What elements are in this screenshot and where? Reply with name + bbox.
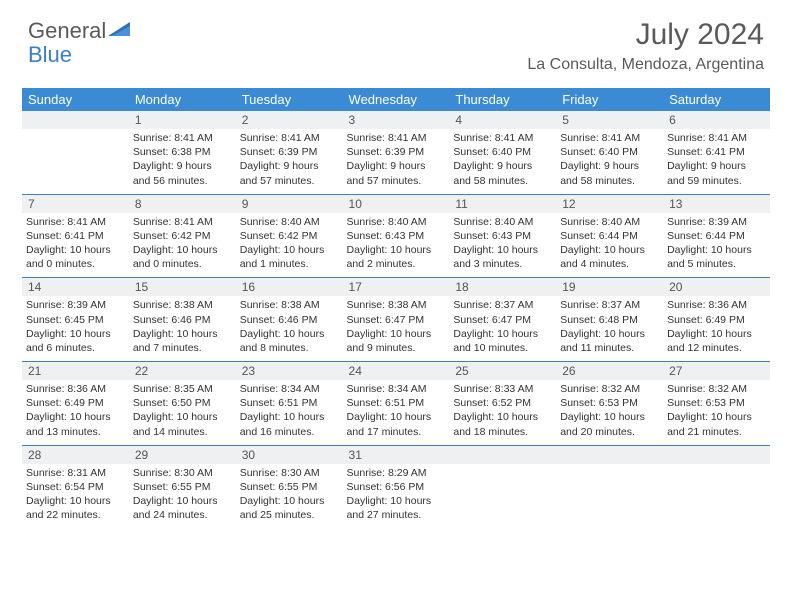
day-number-cell: 1 [129, 111, 236, 129]
day-data-cell [22, 129, 129, 194]
daynum-row: 78910111213 [22, 194, 770, 213]
day-data-cell [663, 464, 770, 529]
logo-word1: General [28, 18, 106, 44]
day-number-cell [449, 445, 556, 464]
day-header: Wednesday [343, 88, 450, 111]
day-number-cell: 29 [129, 445, 236, 464]
day-data-cell: Sunrise: 8:29 AMSunset: 6:56 PMDaylight:… [343, 464, 450, 529]
header: General July 2024 La Consulta, Mendoza, … [0, 0, 792, 80]
day-number-cell: 31 [343, 445, 450, 464]
day-data-cell: Sunrise: 8:33 AMSunset: 6:52 PMDaylight:… [449, 380, 556, 445]
day-number-cell [663, 445, 770, 464]
day-data-cell: Sunrise: 8:41 AMSunset: 6:42 PMDaylight:… [129, 213, 236, 278]
day-number-cell: 25 [449, 362, 556, 381]
day-number-cell: 24 [343, 362, 450, 381]
day-number-cell: 18 [449, 278, 556, 297]
day-data-cell: Sunrise: 8:31 AMSunset: 6:54 PMDaylight:… [22, 464, 129, 529]
day-data-cell: Sunrise: 8:41 AMSunset: 6:40 PMDaylight:… [556, 129, 663, 194]
day-number-cell: 7 [22, 194, 129, 213]
day-data-cell: Sunrise: 8:41 AMSunset: 6:38 PMDaylight:… [129, 129, 236, 194]
day-data-cell: Sunrise: 8:36 AMSunset: 6:49 PMDaylight:… [22, 380, 129, 445]
day-data-cell: Sunrise: 8:30 AMSunset: 6:55 PMDaylight:… [129, 464, 236, 529]
month-title: July 2024 [527, 18, 764, 52]
day-data-cell: Sunrise: 8:41 AMSunset: 6:40 PMDaylight:… [449, 129, 556, 194]
day-number-cell: 20 [663, 278, 770, 297]
day-data-cell: Sunrise: 8:40 AMSunset: 6:42 PMDaylight:… [236, 213, 343, 278]
day-data-cell: Sunrise: 8:38 AMSunset: 6:46 PMDaylight:… [129, 296, 236, 361]
data-row: Sunrise: 8:39 AMSunset: 6:45 PMDaylight:… [22, 296, 770, 361]
data-row: Sunrise: 8:41 AMSunset: 6:41 PMDaylight:… [22, 213, 770, 278]
day-data-cell: Sunrise: 8:41 AMSunset: 6:39 PMDaylight:… [236, 129, 343, 194]
calendar-header-row: SundayMondayTuesdayWednesdayThursdayFrid… [22, 88, 770, 111]
day-number-cell: 12 [556, 194, 663, 213]
logo-line2: Blue [28, 42, 72, 68]
day-number-cell: 19 [556, 278, 663, 297]
day-header: Friday [556, 88, 663, 111]
day-number-cell: 13 [663, 194, 770, 213]
day-data-cell: Sunrise: 8:36 AMSunset: 6:49 PMDaylight:… [663, 296, 770, 361]
logo-word2: Blue [28, 42, 72, 67]
day-data-cell: Sunrise: 8:39 AMSunset: 6:45 PMDaylight:… [22, 296, 129, 361]
day-data-cell: Sunrise: 8:37 AMSunset: 6:47 PMDaylight:… [449, 296, 556, 361]
day-data-cell: Sunrise: 8:37 AMSunset: 6:48 PMDaylight:… [556, 296, 663, 361]
day-number-cell: 8 [129, 194, 236, 213]
day-number-cell: 17 [343, 278, 450, 297]
calendar-body: 123456 Sunrise: 8:41 AMSunset: 6:38 PMDa… [22, 111, 770, 528]
day-data-cell: Sunrise: 8:41 AMSunset: 6:39 PMDaylight:… [343, 129, 450, 194]
day-number-cell: 4 [449, 111, 556, 129]
data-row: Sunrise: 8:36 AMSunset: 6:49 PMDaylight:… [22, 380, 770, 445]
daynum-row: 123456 [22, 111, 770, 129]
day-data-cell: Sunrise: 8:41 AMSunset: 6:41 PMDaylight:… [22, 213, 129, 278]
day-data-cell [556, 464, 663, 529]
day-data-cell: Sunrise: 8:40 AMSunset: 6:43 PMDaylight:… [343, 213, 450, 278]
day-number-cell: 2 [236, 111, 343, 129]
day-number-cell: 28 [22, 445, 129, 464]
day-data-cell: Sunrise: 8:38 AMSunset: 6:46 PMDaylight:… [236, 296, 343, 361]
day-number-cell: 9 [236, 194, 343, 213]
day-data-cell: Sunrise: 8:38 AMSunset: 6:47 PMDaylight:… [343, 296, 450, 361]
day-number-cell: 11 [449, 194, 556, 213]
day-number-cell: 22 [129, 362, 236, 381]
day-number-cell: 27 [663, 362, 770, 381]
day-data-cell: Sunrise: 8:34 AMSunset: 6:51 PMDaylight:… [343, 380, 450, 445]
data-row: Sunrise: 8:41 AMSunset: 6:38 PMDaylight:… [22, 129, 770, 194]
day-number-cell: 26 [556, 362, 663, 381]
day-data-cell: Sunrise: 8:40 AMSunset: 6:43 PMDaylight:… [449, 213, 556, 278]
daynum-row: 14151617181920 [22, 278, 770, 297]
logo-triangle-icon [108, 20, 134, 43]
day-number-cell: 3 [343, 111, 450, 129]
day-number-cell: 16 [236, 278, 343, 297]
day-number-cell: 15 [129, 278, 236, 297]
day-data-cell: Sunrise: 8:41 AMSunset: 6:41 PMDaylight:… [663, 129, 770, 194]
daynum-row: 21222324252627 [22, 362, 770, 381]
day-data-cell [449, 464, 556, 529]
day-data-cell: Sunrise: 8:32 AMSunset: 6:53 PMDaylight:… [663, 380, 770, 445]
day-data-cell: Sunrise: 8:32 AMSunset: 6:53 PMDaylight:… [556, 380, 663, 445]
day-data-cell: Sunrise: 8:35 AMSunset: 6:50 PMDaylight:… [129, 380, 236, 445]
day-header: Tuesday [236, 88, 343, 111]
day-header: Saturday [663, 88, 770, 111]
day-number-cell [556, 445, 663, 464]
day-number-cell: 14 [22, 278, 129, 297]
day-data-cell: Sunrise: 8:39 AMSunset: 6:44 PMDaylight:… [663, 213, 770, 278]
day-header: Monday [129, 88, 236, 111]
calendar-table: SundayMondayTuesdayWednesdayThursdayFrid… [22, 88, 770, 528]
day-data-cell: Sunrise: 8:30 AMSunset: 6:55 PMDaylight:… [236, 464, 343, 529]
daynum-row: 28293031 [22, 445, 770, 464]
day-header: Thursday [449, 88, 556, 111]
title-block: July 2024 La Consulta, Mendoza, Argentin… [527, 18, 764, 74]
day-number-cell: 23 [236, 362, 343, 381]
day-number-cell: 21 [22, 362, 129, 381]
day-number-cell: 10 [343, 194, 450, 213]
logo: General [28, 18, 136, 44]
location: La Consulta, Mendoza, Argentina [527, 56, 764, 74]
day-number-cell [22, 111, 129, 129]
day-data-cell: Sunrise: 8:40 AMSunset: 6:44 PMDaylight:… [556, 213, 663, 278]
data-row: Sunrise: 8:31 AMSunset: 6:54 PMDaylight:… [22, 464, 770, 529]
day-number-cell: 5 [556, 111, 663, 129]
day-data-cell: Sunrise: 8:34 AMSunset: 6:51 PMDaylight:… [236, 380, 343, 445]
day-number-cell: 6 [663, 111, 770, 129]
day-header: Sunday [22, 88, 129, 111]
day-number-cell: 30 [236, 445, 343, 464]
